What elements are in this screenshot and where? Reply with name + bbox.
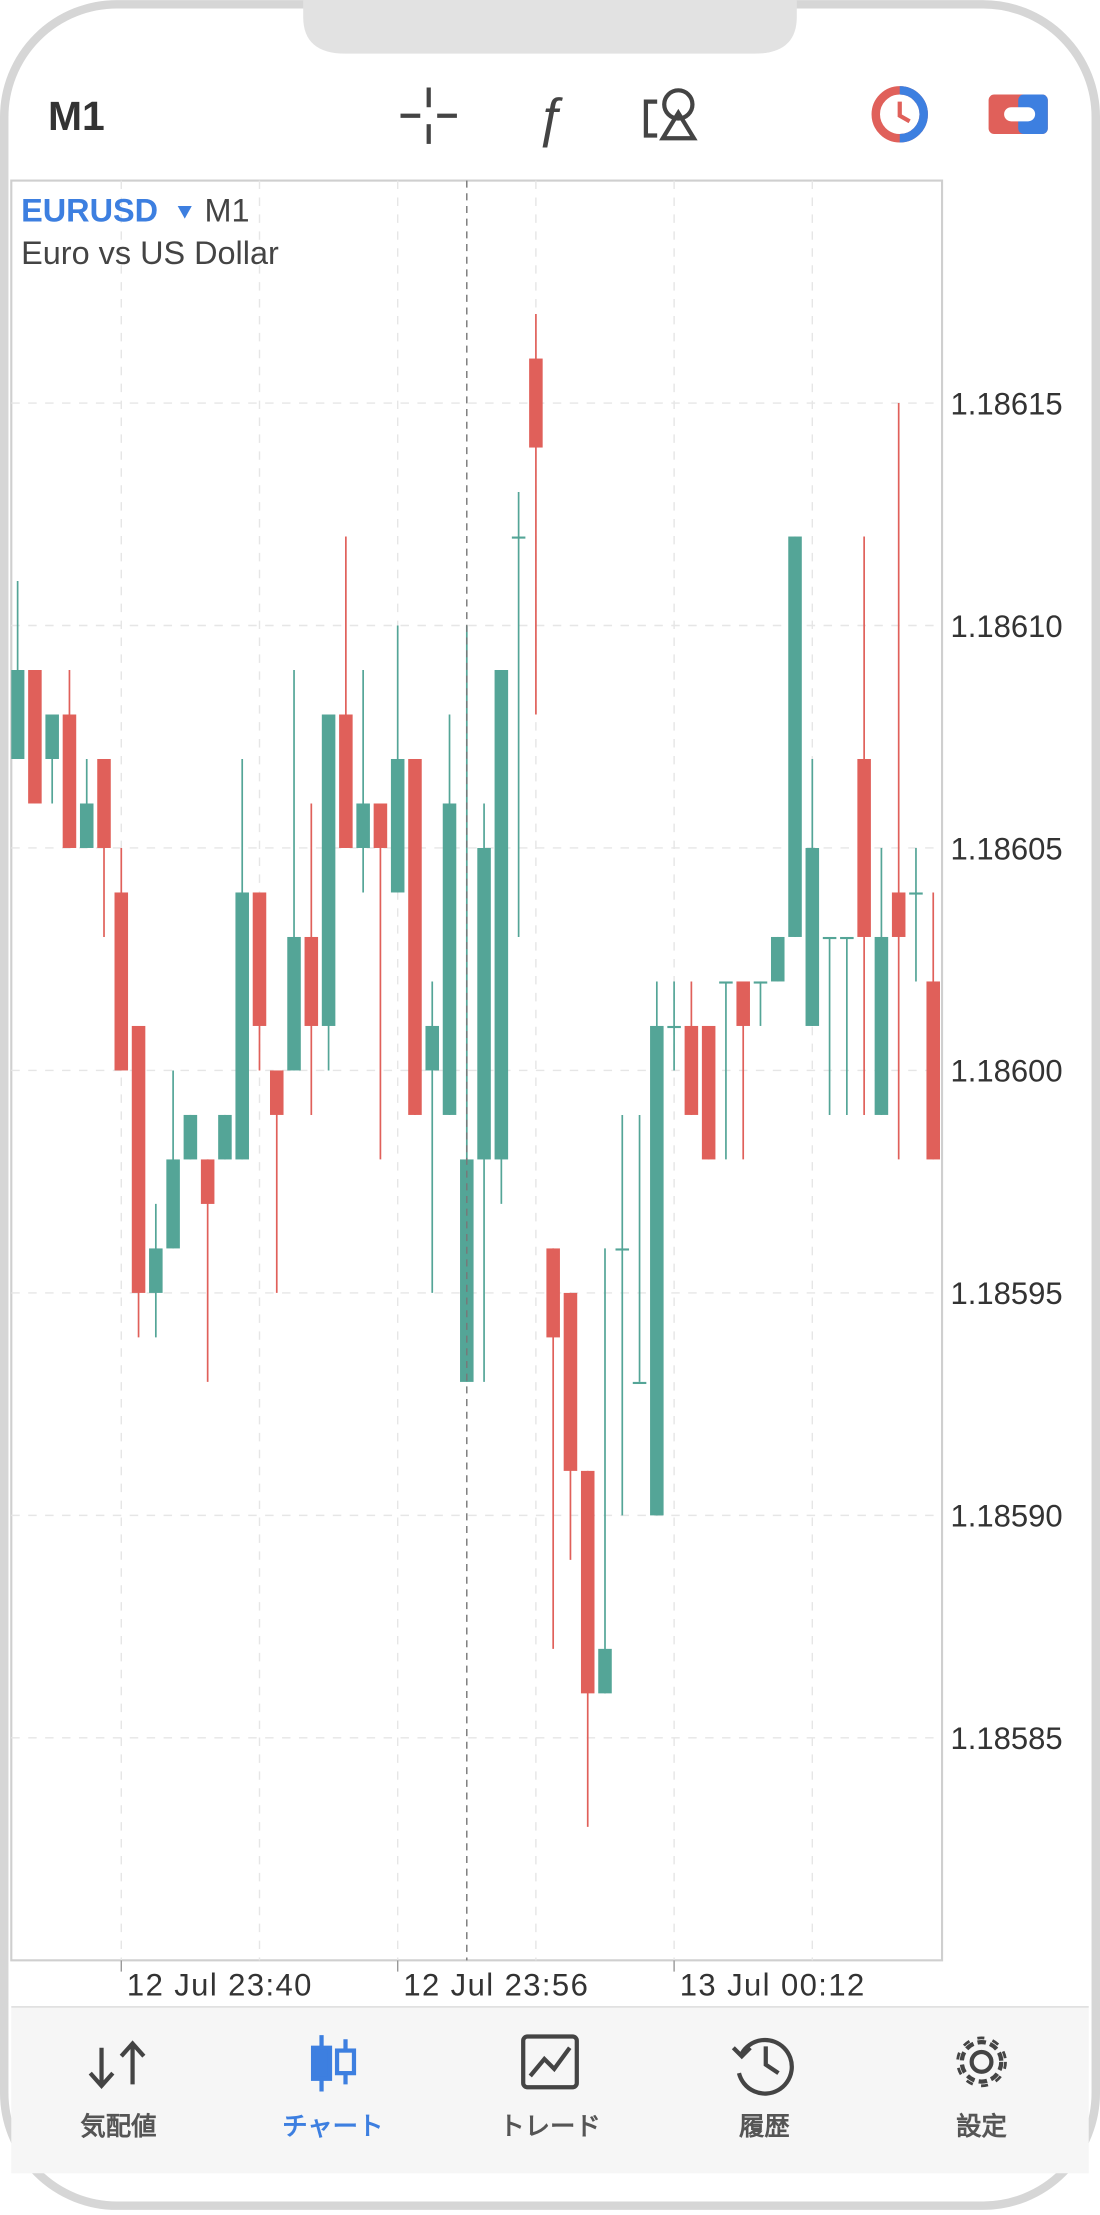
- trade-icon[interactable]: [988, 94, 1048, 135]
- candle-body: [753, 981, 768, 984]
- candle-body: [926, 981, 941, 1160]
- symbol[interactable]: EURUSD: [21, 192, 158, 228]
- crosshair-icon[interactable]: [400, 87, 457, 144]
- candle-body: [874, 936, 889, 1115]
- candle-body: [909, 892, 923, 895]
- candle-body: [166, 1159, 180, 1249]
- candle-body: [356, 803, 370, 848]
- candle-body: [62, 714, 77, 848]
- candle-body: [615, 1248, 630, 1251]
- y-tick-label: 1.18585: [951, 1721, 1063, 1756]
- x-tick-label: 12 Jul 23:40: [127, 1968, 313, 2003]
- candle-body: [200, 1159, 215, 1204]
- candle-body: [822, 936, 837, 940]
- candle-body: [218, 1114, 232, 1160]
- candle-body: [408, 758, 422, 1115]
- tab-label[interactable]: チャート: [282, 2113, 383, 2141]
- y-tick-label: 1.18615: [951, 386, 1063, 421]
- tab-label[interactable]: 気配値: [80, 2112, 156, 2141]
- x-tick-label: 13 Jul 00:12: [680, 1968, 866, 2003]
- candle-body: [442, 803, 457, 1115]
- tab-label[interactable]: トレード: [499, 2113, 601, 2141]
- candle-body: [580, 1470, 595, 1694]
- candle-body: [563, 1292, 578, 1471]
- trade-tab[interactable]: [521, 2034, 579, 2090]
- candle-body: [529, 358, 543, 448]
- candle-body: [97, 758, 111, 848]
- candle-body: [235, 892, 249, 1160]
- candle-body: [131, 1025, 146, 1293]
- candle-body: [736, 981, 750, 1026]
- candle-body: [11, 670, 25, 759]
- tab-bar: [11, 2006, 1089, 2174]
- candle-body: [45, 714, 59, 759]
- candle-body: [632, 1381, 647, 1385]
- candle-body: [114, 892, 129, 1071]
- candle-body: [891, 892, 906, 937]
- indicator-icon[interactable]: ƒ: [535, 87, 565, 148]
- y-tick-label: 1.18595: [951, 1276, 1063, 1311]
- y-tick-label: 1.18600: [951, 1054, 1063, 1089]
- candle-body: [840, 936, 854, 940]
- notch: [303, 0, 797, 54]
- candle-body: [857, 758, 871, 937]
- candle-body: [183, 1114, 198, 1160]
- candle-body: [28, 670, 42, 804]
- account-icon[interactable]: [871, 86, 928, 143]
- candle-body: [373, 803, 388, 848]
- candle-body: [79, 803, 94, 848]
- candle-body: [460, 1159, 474, 1382]
- tab-label[interactable]: 設定: [956, 2112, 1007, 2141]
- candle-body: [650, 1025, 664, 1516]
- history-tab[interactable]: [731, 2037, 794, 2096]
- grid: [11, 180, 943, 1961]
- y-tick-label: 1.18590: [951, 1499, 1063, 1534]
- candle-body: [287, 936, 301, 1071]
- candle-body: [304, 936, 319, 1026]
- candle-body: [321, 714, 336, 1026]
- candle-body: [494, 670, 509, 1160]
- candle-body: [252, 892, 267, 1026]
- candle-body: [684, 1025, 699, 1115]
- candle-body: [546, 1248, 560, 1338]
- candle-body: [719, 981, 733, 984]
- candle-body: [269, 1070, 284, 1115]
- y-tick-label: 1.18605: [951, 831, 1063, 866]
- candle-body: [667, 1025, 681, 1029]
- candle-body: [805, 847, 820, 1026]
- chart-timeframe: M1: [204, 192, 249, 228]
- chart-tab[interactable]: [310, 2035, 357, 2092]
- tab-label[interactable]: 履歴: [739, 2113, 790, 2141]
- candle-body: [770, 936, 785, 982]
- candle-body: [788, 536, 802, 937]
- quotes-tab[interactable]: [88, 2040, 146, 2090]
- candles: [11, 314, 941, 1827]
- candle-body: [477, 847, 491, 1160]
- candle-body: [598, 1648, 612, 1694]
- candle-body: [701, 1025, 716, 1160]
- x-tick-label: 12 Jul 23:56: [403, 1968, 589, 2003]
- candle-body: [149, 1248, 163, 1293]
- objects-icon[interactable]: [643, 88, 698, 141]
- axes: 1.18585 1.18590 1.18595 1.18600 1.18605 1.186…: [120, 386, 1063, 2003]
- candle-body: [511, 536, 526, 539]
- timeframe-button[interactable]: M1: [48, 93, 105, 139]
- candle-body: [425, 1025, 440, 1071]
- candle-body: [390, 758, 405, 893]
- symbol-dropdown[interactable]: [177, 205, 192, 219]
- y-tick-label: 1.18610: [951, 609, 1063, 644]
- symbol-description: Euro vs US Dollar: [21, 235, 279, 271]
- candle-body: [339, 714, 353, 848]
